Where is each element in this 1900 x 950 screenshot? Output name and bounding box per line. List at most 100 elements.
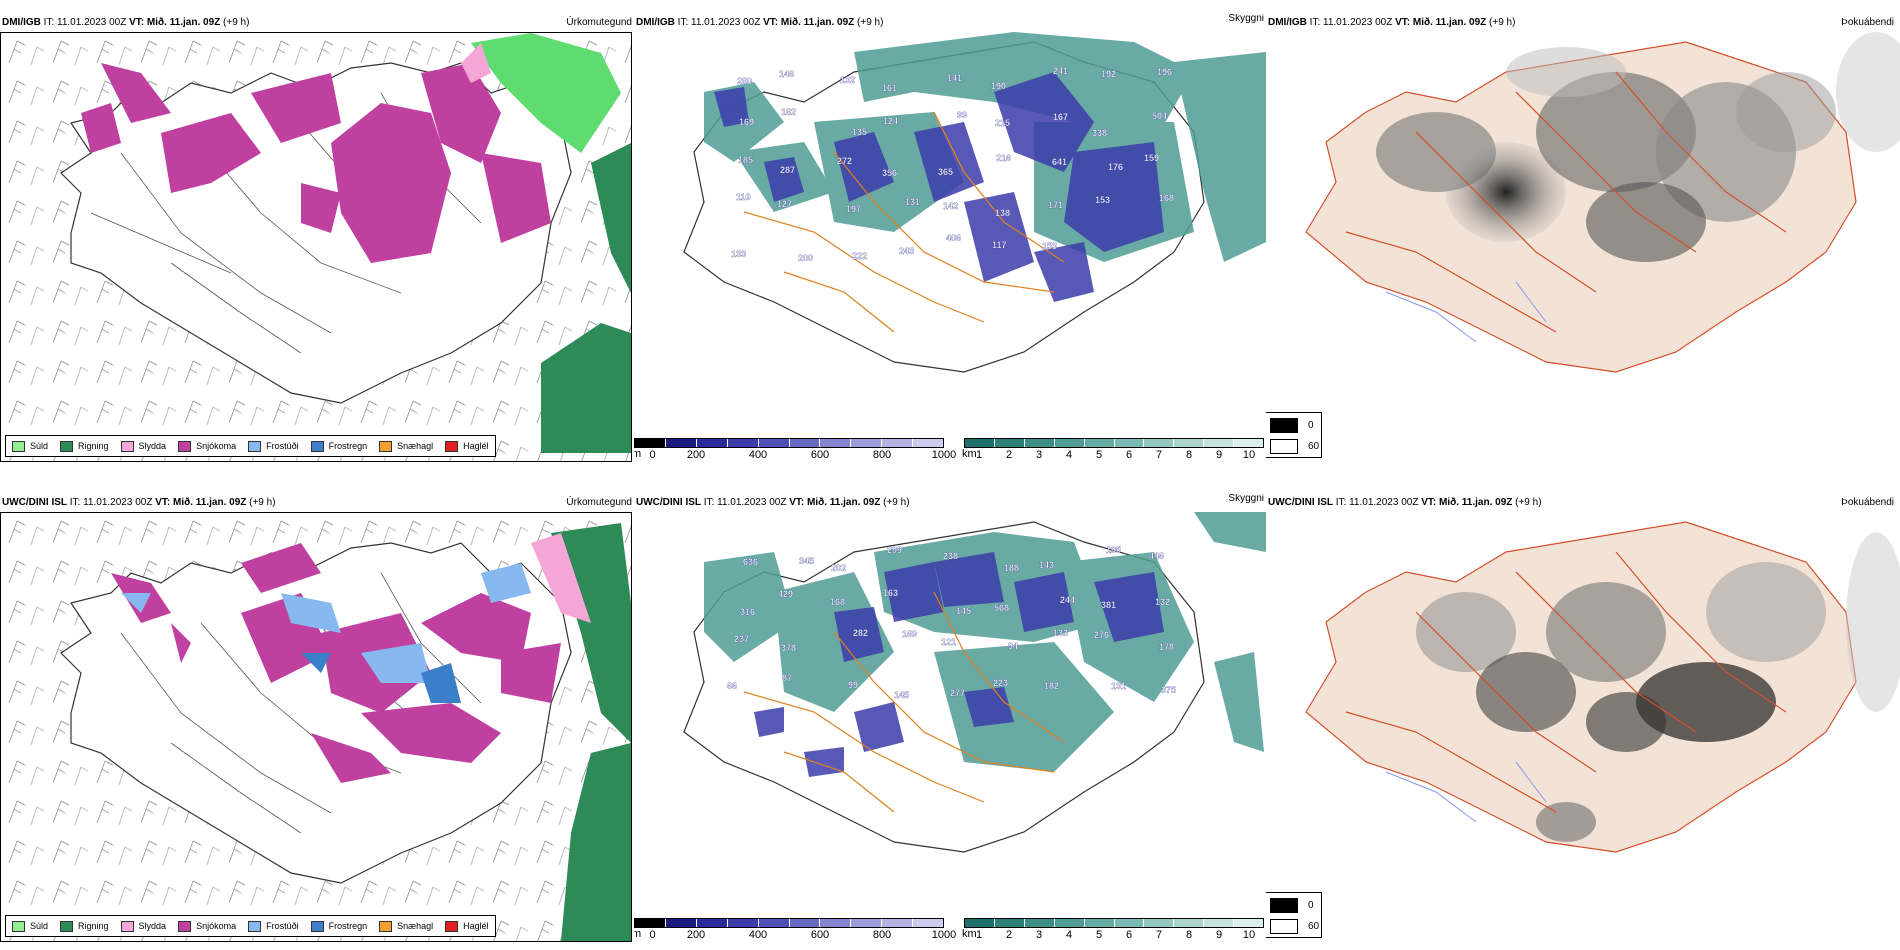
legend-item: Frostúði [248, 920, 299, 932]
colorbar-segment [851, 919, 883, 927]
legend-item: Súld [12, 440, 48, 452]
ceiling-value-label: 381 [1101, 600, 1116, 610]
ceiling-value-label: 168 [1159, 193, 1174, 203]
visibility-colorbar-bar [964, 438, 1264, 448]
legend-label: Frostúði [266, 441, 299, 451]
ceiling-value-label: 110 [736, 192, 751, 202]
ceiling-value-label: 277 [950, 688, 965, 698]
fog-legend: 0 60 [1266, 412, 1322, 458]
map-frame: Súld Rigning Slydda Snjókoma Frostúði Fr… [0, 512, 632, 942]
colorbar-tick-label: 9 [1215, 929, 1223, 941]
legend-label: Haglél [463, 441, 489, 451]
ceiling-value-label: 87 [782, 673, 792, 683]
panel-title: Þokuábendi [1841, 497, 1894, 508]
colorbar-tick-label: 7 [1155, 929, 1163, 941]
legend-item: Súld [12, 920, 48, 932]
lead-time: (+9 h) [1489, 17, 1516, 28]
panel-header: DMI/IGB IT: 11.01.2023 00Z VT: Mið. 11.j… [636, 14, 1264, 30]
ceiling-value-label: 243 [899, 246, 914, 256]
ceiling-value-label: 282 [853, 628, 868, 638]
ceiling-labels: 280 146 132 161 141 190 241 192 196 169 182 135 124 9… [731, 66, 1174, 263]
ceiling-value-label: 131 [905, 197, 920, 207]
legend-item: Slydda [120, 920, 166, 932]
colorbar-segment [994, 919, 1025, 927]
valid-time: Mið. 11.jan. 09Z [1439, 497, 1513, 508]
panel-title: Þokuábendi [1841, 17, 1894, 28]
legend-swatch [12, 440, 25, 452]
lead-time: (+9 h) [1515, 497, 1542, 508]
fog-legend-label: 60 [1308, 441, 1320, 452]
legend-swatch [120, 920, 134, 932]
legend-swatch [248, 440, 262, 452]
ceiling-unit: m [634, 928, 642, 940]
ceiling-value-label: 99 [848, 680, 858, 690]
ceiling-value-label: 169 [739, 117, 754, 127]
roads [743, 591, 1065, 813]
colorbar-segment [1054, 919, 1085, 927]
visibility-map: 280 146 132 161 141 190 241 192 196 169 182 135 124 9… [683, 32, 1266, 373]
ceiling-value-label: 406 [946, 233, 961, 243]
colorbar-tick-label: 4 [1065, 449, 1073, 461]
ceiling-value-label: 241 [1053, 66, 1068, 76]
legend-item: Haglél [445, 920, 489, 932]
legend-swatch [178, 920, 192, 932]
visibility-colorbar-bar [964, 918, 1264, 928]
ceiling-value-label: 146 [779, 69, 794, 79]
low-ceiling-areas [754, 552, 1164, 777]
panel-header: DMI/IGB IT: 11.01.2023 00Z VT: Mið. 11.j… [2, 16, 632, 30]
ceiling-value-label: 99 [957, 110, 967, 120]
panel-precip-type-uwc: UWC/DINI ISL IT: 11.01.2023 00Z VT: Mið.… [0, 494, 634, 946]
colorbar-segment [635, 919, 666, 927]
ceiling-value-label: 202 [831, 563, 846, 573]
colorbar-tick-label: 0 [649, 929, 656, 941]
valid-time: Mið. 11.jan. 09Z [146, 17, 221, 28]
ceiling-value-label: 141 [947, 73, 962, 83]
ceiling-value-label: 316 [740, 607, 755, 617]
legend-swatch [379, 440, 393, 452]
ceiling-value-label: 178 [1159, 642, 1174, 652]
valid-time-label: VT: [129, 17, 145, 28]
ceiling-value-label: 429 [778, 589, 793, 599]
colorbar-tick-label: 800 [872, 449, 892, 461]
colorbar-segment [882, 439, 914, 447]
ceiling-colorbar-ticks: 0 200 400 600 800 1000 [634, 449, 957, 463]
fog-legend-row: 0 [1270, 898, 1321, 913]
low-ceiling-areas [714, 72, 1164, 302]
valid-time: Mið. 11.jan. 09Z [1412, 17, 1487, 28]
legend-label: Snjókoma [196, 921, 237, 931]
ceiling-value-label: 138 [995, 208, 1010, 218]
colorbar-tick-label: 3 [1035, 449, 1043, 461]
ceiling-value-label: 356 [882, 168, 897, 178]
colorbar-tick-label: 6 [1125, 929, 1133, 941]
lead-time: (+9 h) [249, 497, 276, 508]
panel-title: Úrkomutegund [566, 17, 632, 28]
visibility-colorbar: 1 2 3 4 5 6 7 8 9 10 km [962, 918, 1264, 944]
ceiling-value-label: 190 [991, 81, 1006, 91]
ceiling-value-label: 171 [1048, 200, 1063, 210]
legend-item: Frostúði [248, 440, 299, 452]
colorbar-segment [727, 919, 759, 927]
model-name: UWC/DINI ISL [1268, 497, 1333, 508]
legend-item: Snæhagl [379, 440, 433, 452]
colorbar-tick-label: 6 [1125, 449, 1133, 461]
ceiling-value-label: 222 [852, 251, 867, 261]
ceiling-value-label: 238 [943, 551, 958, 561]
panel-visibility-dmi: DMI/IGB IT: 11.01.2023 00Z VT: Mið. 11.j… [634, 14, 1266, 466]
colorbar-segment [913, 919, 944, 927]
ceiling-value-label: 161 [882, 83, 897, 93]
colorbar-tick-label: 600 [810, 449, 830, 461]
colorbar-tick-label: 400 [748, 929, 768, 941]
colorbar-segment [1174, 919, 1205, 927]
ceiling-value-label: 167 [1053, 112, 1068, 122]
ceiling-value-label: 133 [731, 249, 746, 259]
colorbar-tick-label: 1 [975, 449, 983, 461]
fog-legend-row: 0 [1270, 418, 1321, 433]
ceiling-value-label: 504 [1152, 111, 1167, 121]
freezing-drizzle-areas [121, 563, 531, 683]
legend-item: Slydda [120, 440, 166, 452]
colorbar-segment [1024, 439, 1055, 447]
legend-item: Frostregn [310, 440, 367, 452]
colorbar-segment [1084, 439, 1115, 447]
fog-shading [1376, 32, 1900, 262]
ceiling-value-label: 131 [1111, 681, 1126, 691]
